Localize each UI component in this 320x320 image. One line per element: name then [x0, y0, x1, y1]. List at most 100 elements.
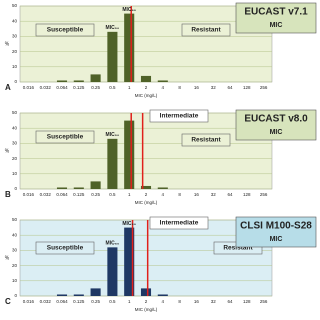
annotation-box	[35, 241, 95, 255]
y-axis-label: %	[5, 255, 10, 261]
x-tick-label: 0.5	[109, 85, 116, 90]
bar	[124, 120, 135, 189]
x-tick-label: 256	[260, 299, 268, 304]
bar	[90, 74, 101, 82]
mic-label: MIC₉₀	[122, 221, 136, 227]
y-tick-label: 10	[12, 171, 18, 176]
bar	[124, 13, 135, 83]
x-tick-label: 8	[178, 85, 181, 90]
x-tick-label: 0.125	[73, 299, 85, 304]
x-axis-label: MIC (mg/L)	[135, 307, 158, 312]
mic-label: MIC₅₀	[106, 132, 120, 138]
x-tick-label: 16	[194, 299, 200, 304]
bar	[107, 247, 118, 296]
x-axis-label: MIC (mg/L)	[135, 200, 158, 205]
annotation-text: Resistant	[191, 27, 221, 34]
y-tick-label: 50	[12, 3, 18, 8]
x-tick-label: 16	[194, 85, 200, 90]
plot-background	[19, 219, 273, 297]
annotation-box	[181, 23, 231, 37]
title-box	[235, 109, 317, 141]
bar	[140, 185, 152, 189]
x-tick-label: 0.016	[23, 192, 35, 197]
x-tick-label: 0.5	[109, 299, 116, 304]
x-tick-label: 4	[162, 192, 165, 197]
x-tick-label: 4	[162, 85, 165, 90]
y-tick-label: 10	[12, 64, 18, 69]
x-tick-label: 0.032	[40, 192, 52, 197]
panel-subtitle: MIC	[270, 236, 283, 243]
annotation-text: Susceptible	[47, 245, 84, 252]
bar	[157, 80, 168, 82]
x-tick-label: 0.016	[23, 299, 35, 304]
x-tick-label: 0.032	[40, 299, 52, 304]
bar	[73, 187, 84, 189]
panel-label: C	[5, 297, 11, 306]
mic-label: MIC₅₀	[106, 25, 120, 31]
annotation-box	[35, 23, 95, 37]
plot-background	[19, 5, 273, 83]
x-tick-label: 64	[227, 192, 233, 197]
y-axis-label: %	[5, 148, 10, 154]
x-tick-label: 8	[178, 299, 181, 304]
x-tick-label: 32	[211, 299, 217, 304]
x-tick-label: 0.25	[91, 85, 100, 90]
panel-title: EUCAST v8.0	[244, 114, 308, 125]
x-tick-label: 16	[194, 192, 200, 197]
y-tick-label: 10	[12, 278, 18, 283]
x-tick-label: 1	[128, 192, 131, 197]
y-tick-label: 40	[12, 232, 18, 237]
panel-label: A	[5, 83, 11, 92]
bar	[73, 294, 84, 296]
annotation-text: Resistant	[223, 245, 253, 252]
x-tick-label: 0.064	[56, 192, 68, 197]
x-tick-label: 0.125	[73, 192, 85, 197]
annotation-text: Resistant	[191, 137, 221, 144]
x-tick-label: 0.25	[91, 299, 100, 304]
mic-label: MIC₉₀	[122, 7, 136, 13]
y-tick-label: 20	[12, 156, 18, 161]
bar	[157, 294, 168, 296]
x-tick-label: 32	[211, 85, 217, 90]
x-tick-label: 128	[243, 192, 251, 197]
x-tick-label: 128	[243, 85, 251, 90]
y-tick-label: 0	[14, 293, 17, 298]
annotation-text: Intermediate	[160, 113, 199, 120]
bar	[107, 138, 118, 189]
annotation-box	[181, 133, 231, 147]
title-box	[235, 216, 317, 248]
bar	[157, 187, 168, 189]
y-tick-label: 30	[12, 248, 18, 253]
x-tick-label: 128	[243, 299, 251, 304]
y-tick-label: 0	[14, 79, 17, 84]
x-tick-label: 1	[128, 85, 131, 90]
panel-subtitle: MIC	[270, 129, 283, 136]
x-tick-label: 0.032	[40, 85, 52, 90]
y-tick-label: 40	[12, 125, 18, 130]
bar	[56, 187, 68, 189]
bar	[124, 227, 135, 296]
x-tick-label: 1	[128, 299, 131, 304]
panel-title: CLSI M100-S28	[240, 221, 312, 232]
bar	[140, 288, 152, 296]
x-tick-label: 2	[145, 299, 148, 304]
y-tick-label: 30	[12, 34, 18, 39]
annotation-box	[149, 216, 209, 230]
x-tick-label: 0.064	[56, 85, 68, 90]
x-tick-label: 4	[162, 299, 165, 304]
x-tick-label: 0.064	[56, 299, 68, 304]
x-tick-label: 0.25	[91, 192, 100, 197]
x-tick-label: 0.5	[109, 192, 116, 197]
y-tick-label: 0	[14, 186, 17, 191]
x-tick-label: 256	[260, 85, 268, 90]
y-tick-label: 40	[12, 18, 18, 23]
bar	[73, 80, 84, 82]
y-tick-label: 50	[12, 217, 18, 222]
bar	[140, 75, 152, 82]
x-tick-label: 64	[227, 85, 233, 90]
title-box	[235, 2, 317, 34]
x-tick-label: 8	[178, 192, 181, 197]
y-tick-label: 20	[12, 49, 18, 54]
x-tick-label: 2	[145, 85, 148, 90]
